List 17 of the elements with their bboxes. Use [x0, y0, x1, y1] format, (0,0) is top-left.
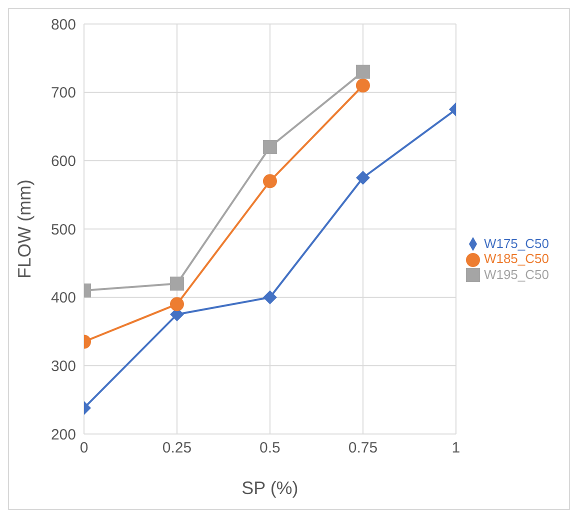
- y-tick-label: 500: [50, 221, 76, 238]
- x-tick-label: 0.25: [162, 440, 192, 457]
- legend-label: W195_C50: [484, 266, 549, 282]
- x-tick-label: 0.5: [260, 440, 280, 457]
- legend-label: W175_C50: [484, 236, 549, 251]
- x-tick-label: 0.75: [348, 440, 378, 457]
- y-tick-label: 400: [50, 290, 76, 307]
- y-axis-title: FLOW (mm): [14, 180, 34, 278]
- y-tick-label: 300: [50, 358, 76, 375]
- x-axis-title: SP (%): [242, 478, 298, 498]
- y-tick-label: 800: [50, 16, 76, 34]
- y-tick-label: 700: [50, 84, 76, 102]
- y-tick-label: 200: [50, 426, 76, 444]
- legend-label: W185_C50: [484, 251, 549, 266]
- x-tick-label: 0: [80, 440, 88, 457]
- y-tick-label: 600: [50, 152, 76, 170]
- x-tick-label: 1: [452, 440, 460, 457]
